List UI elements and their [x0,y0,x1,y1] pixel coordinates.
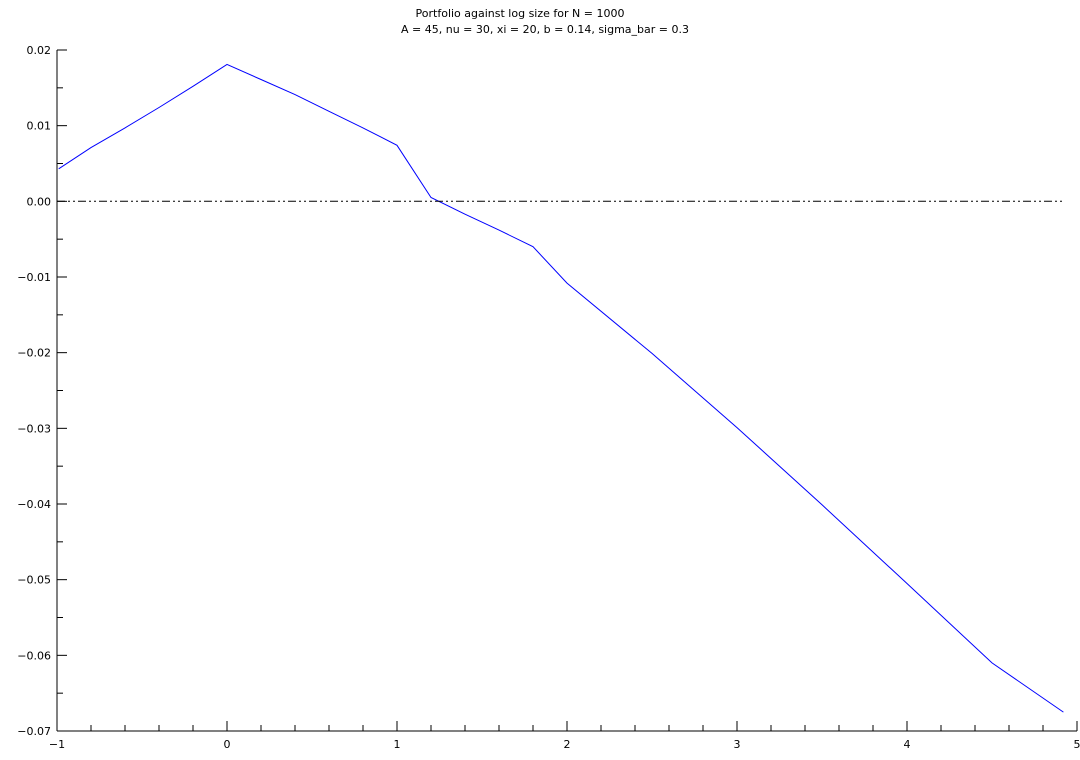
y-tick-label: 0.00 [27,195,52,208]
series-line-portfolio [58,63,1064,713]
y-tick-label: −0.05 [17,574,51,587]
x-tick-label: 4 [904,738,911,751]
series-layer [57,63,1064,713]
y-tick-label: −0.06 [17,649,51,662]
axes [56,50,1077,732]
chart-title: Portfolio against log size for N = 1000 [416,7,625,20]
chart-subtitle: A = 45, nu = 30, xi = 20, b = 0.14, sigm… [401,23,689,36]
x-tick-label: 5 [1074,738,1080,751]
y-tick-label: 0.02 [27,44,52,57]
y-tick-label: −0.07 [17,725,51,738]
y-tick-label: −0.01 [17,271,51,284]
ticks: −1 0 1 2 3 4 5 0.02 0.01 0.00 −0.01 −0.02 −0.03 −0.04… [17,44,1080,751]
x-tick-label: 1 [394,738,401,751]
x-tick-label: 0 [224,738,231,751]
y-tick-label: −0.04 [17,498,51,511]
y-tick-label: 0.01 [27,120,52,133]
x-tick-label: 2 [564,738,571,751]
y-tick-label: −0.02 [17,347,51,360]
x-tick-label: −1 [49,738,65,751]
y-tick-label: −0.03 [17,422,51,435]
x-tick-label: 3 [734,738,741,751]
